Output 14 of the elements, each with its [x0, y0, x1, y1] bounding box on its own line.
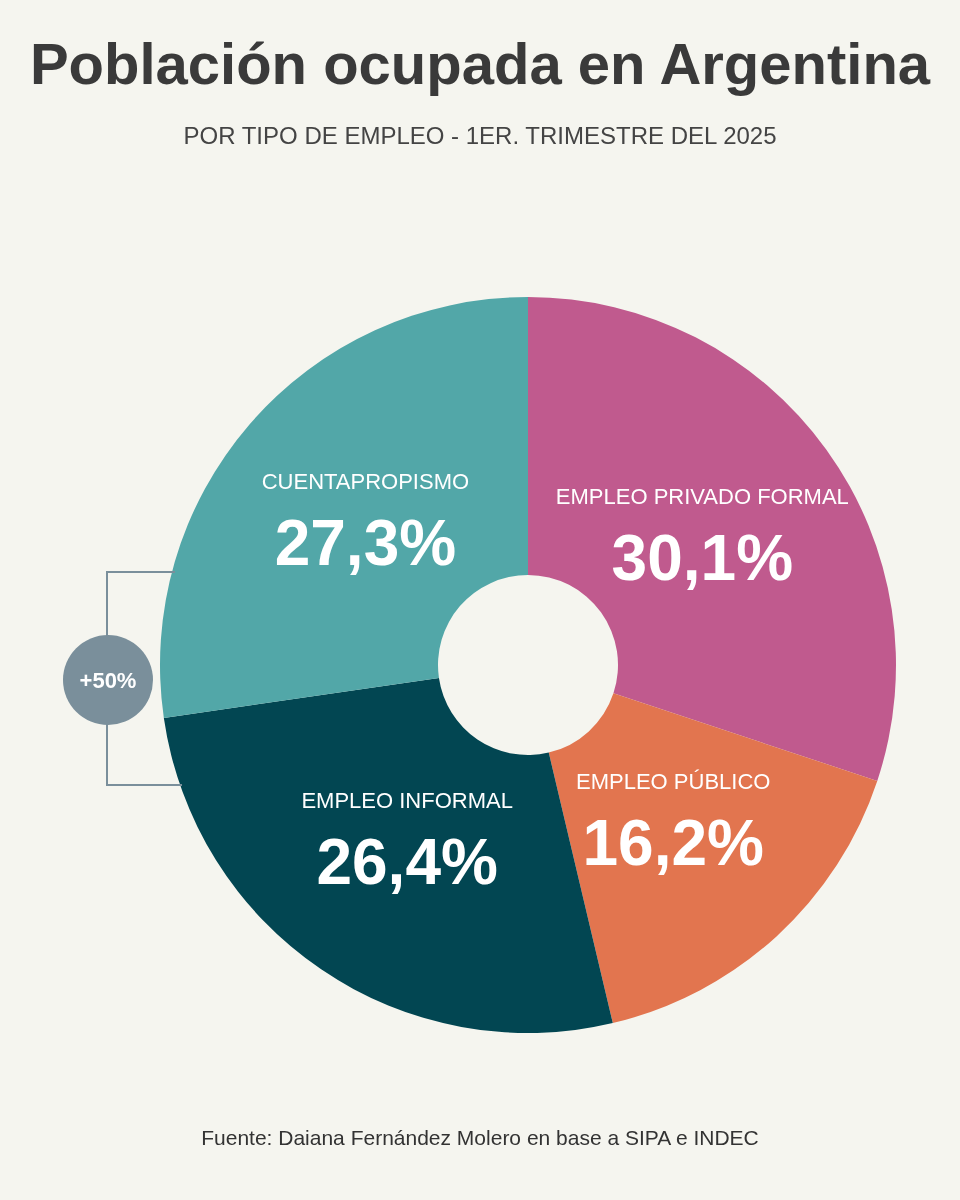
data-label: 30,1%	[611, 522, 794, 595]
slice-label: EMPLEO PRIVADO FORMAL	[555, 484, 849, 510]
donut-slice	[548, 693, 878, 1024]
slice-label: CUENTAPROPISMO	[261, 469, 470, 495]
chart-title: Población ocupada en Argentina	[28, 30, 932, 97]
donut-slice	[160, 297, 528, 718]
data-label: 26,4%	[316, 825, 498, 898]
data-label: 16,2%	[582, 806, 764, 879]
source-note: Fuente: Daiana Fernández Molero en base a SIPA e INDEC	[200, 1126, 760, 1150]
chart-subtitle: POR TIPO DE EMPLEO - 1ER. TRIMESTRE DEL 2025	[182, 122, 778, 150]
slice-label: EMPLEO PÚBLICO	[576, 768, 771, 794]
text: +50%	[79, 668, 137, 693]
data-label: 27,3%	[274, 507, 457, 580]
slice-label: EMPLEO INFORMAL	[301, 787, 513, 813]
